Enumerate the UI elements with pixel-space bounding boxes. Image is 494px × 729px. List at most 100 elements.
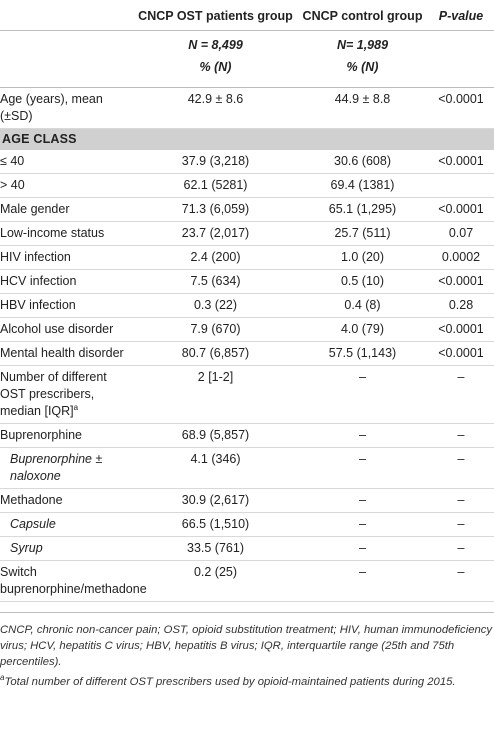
table-subheader-row: N = 8,499 % (N) N= 1,989 % (N) — [0, 30, 494, 88]
ost-value: 0.3 (22) — [134, 293, 297, 318]
control-value: 0.5 (10) — [297, 269, 428, 294]
table-row: Buprenorphine 68.9 (5,857) – – — [0, 423, 494, 448]
row-label: ≤ 40 — [0, 150, 134, 174]
p-value: <0.0001 — [428, 197, 494, 222]
footnote-a: aTotal number of different OST prescribe… — [0, 674, 494, 690]
p-value: <0.0001 — [428, 87, 494, 129]
ost-value: 68.9 (5,857) — [134, 423, 297, 448]
table-row: Alcohol use disorder 7.9 (670) 4.0 (79) … — [0, 317, 494, 342]
control-value: – — [297, 512, 428, 537]
row-label: Male gender — [0, 197, 134, 222]
table-row: Switch buprenorphine/methadone 0.2 (25) … — [0, 560, 494, 602]
control-value: 4.0 (79) — [297, 317, 428, 342]
control-value: 44.9 ± 8.8 — [297, 87, 428, 129]
ost-value: 33.5 (761) — [134, 536, 297, 561]
control-n: N= 1,989 — [336, 38, 389, 52]
ost-n: N = 8,499 — [188, 38, 243, 52]
ost-n-cell: N = 8,499 % (N) — [134, 30, 297, 88]
row-label: Alcohol use disorder — [0, 317, 134, 342]
p-value — [428, 173, 494, 198]
header-label-col — [0, 0, 134, 31]
p-value: – — [428, 365, 494, 424]
table-row: Syrup 33.5 (761) – – — [0, 536, 494, 561]
table-row: Mental health disorder 80.7 (6,857) 57.5… — [0, 341, 494, 366]
footnote-a-marker: a — [0, 673, 5, 683]
section-row-age-class: AGE CLASS — [0, 128, 494, 150]
ost-pct-label: % (N) — [199, 60, 232, 74]
p-value: 0.07 — [428, 221, 494, 246]
ost-value: 2 [1-2] — [134, 365, 297, 424]
row-label: Low-income status — [0, 221, 134, 246]
header-p-col: P-value — [438, 9, 484, 23]
footnote-abbreviations: CNCP, chronic non-cancer pain; OST, opio… — [0, 624, 493, 668]
p-value: 0.0002 — [428, 245, 494, 270]
row-label: Buprenorphine ± naloxone — [0, 447, 134, 489]
row-label: HBV infection — [0, 293, 134, 318]
p-value: – — [428, 512, 494, 537]
footnote-marker: a — [73, 402, 79, 412]
row-label-text: Number of different OST prescribers, med… — [0, 370, 107, 418]
row-label: HIV infection — [0, 245, 134, 270]
table-header-row: CNCP OST patients group CNCP control gro… — [0, 0, 494, 31]
ost-value: 2.4 (200) — [134, 245, 297, 270]
p-value: – — [428, 560, 494, 602]
table-row: > 40 62.1 (5281) 69.4 (1381) — [0, 173, 494, 198]
p-value: <0.0001 — [428, 341, 494, 366]
p-value: <0.0001 — [428, 269, 494, 294]
p-value: – — [428, 423, 494, 448]
row-label: Syrup — [0, 536, 134, 561]
ost-value: 7.5 (634) — [134, 269, 297, 294]
control-value: – — [297, 488, 428, 513]
control-value: 57.5 (1,143) — [297, 341, 428, 366]
table-row: Number of different OST prescribers, med… — [0, 365, 494, 424]
control-value: 65.1 (1,295) — [297, 197, 428, 222]
ost-value: 23.7 (2,017) — [134, 221, 297, 246]
p-value: – — [428, 488, 494, 513]
control-value: 30.6 (608) — [297, 150, 428, 174]
control-value: – — [297, 560, 428, 602]
p-value: – — [428, 536, 494, 561]
control-value: – — [297, 365, 428, 424]
ost-value: 30.9 (2,617) — [134, 488, 297, 513]
ost-value: 37.9 (3,218) — [134, 150, 297, 174]
table-row: HBV infection 0.3 (22) 0.4 (8) 0.28 — [0, 293, 494, 318]
table-row: ≤ 40 37.9 (3,218) 30.6 (608) <0.0001 — [0, 150, 494, 174]
row-label: HCV infection — [0, 269, 134, 294]
row-label: Capsule — [0, 512, 134, 537]
ost-value: 7.9 (670) — [134, 317, 297, 342]
control-value: – — [297, 423, 428, 448]
ost-value: 4.1 (346) — [134, 447, 297, 489]
control-value: 0.4 (8) — [297, 293, 428, 318]
ost-value: 0.2 (25) — [134, 560, 297, 602]
table-row: HIV infection 2.4 (200) 1.0 (20) 0.0002 — [0, 245, 494, 270]
table-row: Low-income status 23.7 (2,017) 25.7 (511… — [0, 221, 494, 246]
table-row: HCV infection 7.5 (634) 0.5 (10) <0.0001 — [0, 269, 494, 294]
row-label: Buprenorphine — [0, 423, 134, 448]
section-label: AGE CLASS — [0, 128, 494, 150]
header-ost-col: CNCP OST patients group — [138, 9, 293, 23]
table-row: Male gender 71.3 (6,059) 65.1 (1,295) <0… — [0, 197, 494, 222]
footnote-a-text: Total number of different OST prescriber… — [4, 676, 456, 688]
control-value: 69.4 (1381) — [297, 173, 428, 198]
table-row: Methadone 30.9 (2,617) – – — [0, 488, 494, 513]
p-value: <0.0001 — [428, 317, 494, 342]
table-footnotes: CNCP, chronic non-cancer pain; OST, opio… — [0, 612, 494, 690]
row-label: > 40 — [0, 173, 134, 198]
p-value: 0.28 — [428, 293, 494, 318]
ost-value: 71.3 (6,059) — [134, 197, 297, 222]
ost-value: 66.5 (1,510) — [134, 512, 297, 537]
row-label: Number of different OST prescribers, med… — [0, 365, 134, 424]
control-value: – — [297, 447, 428, 489]
control-pct-label: % (N) — [346, 60, 379, 74]
characteristics-table: CNCP OST patients group CNCP control gro… — [0, 0, 494, 602]
p-value: – — [428, 447, 494, 489]
p-value: <0.0001 — [428, 150, 494, 174]
row-label: Methadone — [0, 488, 134, 513]
table-row: Age (years), mean (±SD) 42.9 ± 8.6 44.9 … — [0, 87, 494, 129]
ost-value: 42.9 ± 8.6 — [134, 87, 297, 129]
table-row: Capsule 66.5 (1,510) – – — [0, 512, 494, 537]
control-value: 25.7 (511) — [297, 221, 428, 246]
table-row: Buprenorphine ± naloxone 4.1 (346) – – — [0, 447, 494, 489]
row-label: Switch buprenorphine/methadone — [0, 560, 147, 602]
control-value: 1.0 (20) — [297, 245, 428, 270]
